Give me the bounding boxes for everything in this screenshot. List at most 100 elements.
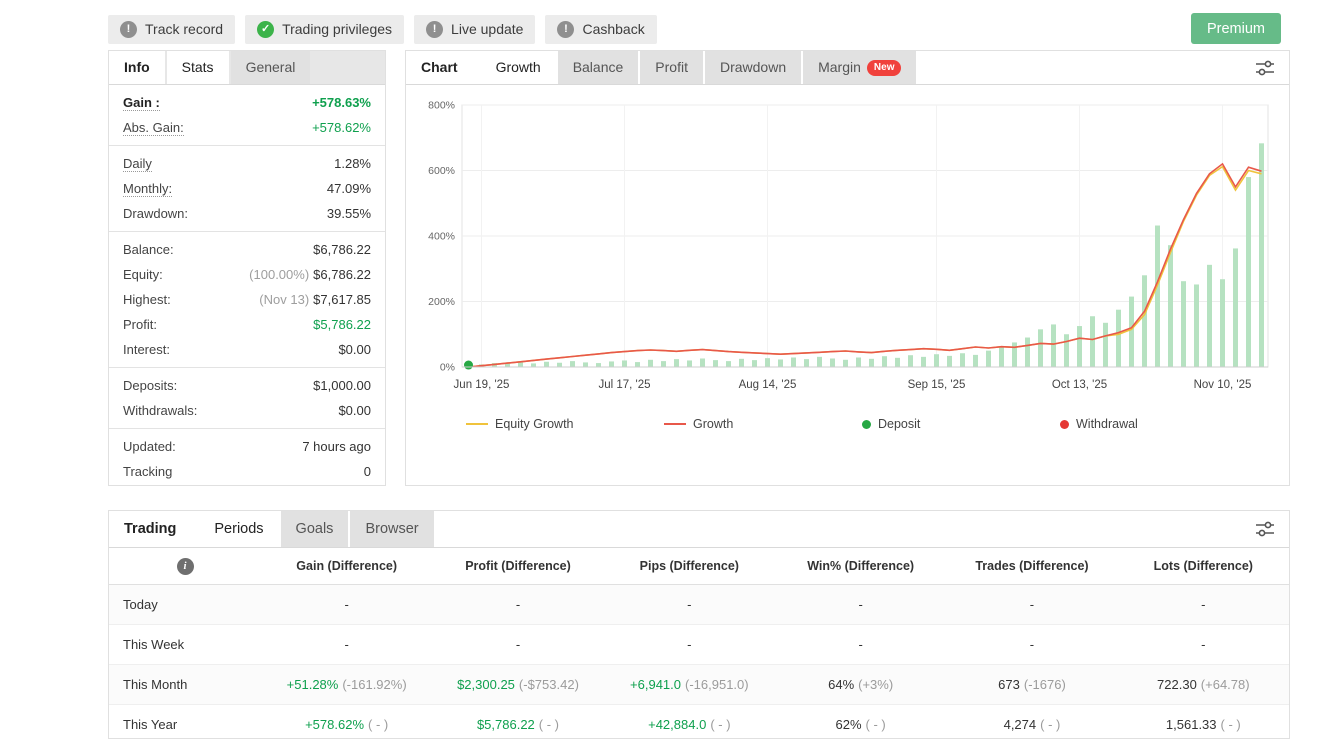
stat-value: $0.00	[338, 403, 371, 418]
cell-value: -	[858, 637, 863, 652]
stat-row-updated: Updated: 7 hours ago	[109, 434, 385, 459]
stat-row-profit: Profit: $5,786.22	[109, 312, 385, 337]
stat-value: 7 hours ago	[302, 439, 371, 454]
tab-goals[interactable]: Goals	[280, 511, 349, 547]
legend-label: Growth	[693, 417, 734, 431]
tab-stats[interactable]: Stats	[166, 51, 229, 84]
tab-balance[interactable]: Balance	[557, 51, 639, 84]
premium-button[interactable]: Premium	[1190, 13, 1281, 44]
table-cell: 64% (+3%)	[774, 664, 947, 705]
cell-value: 1,561.33	[1165, 717, 1217, 732]
tab-margin[interactable]: Margin New	[803, 51, 917, 84]
stat-label: Updated:	[123, 439, 176, 454]
stat-row-tracking: Tracking 0	[109, 459, 385, 484]
table-cell: -	[261, 624, 433, 665]
stat-value: 39.55%	[326, 206, 371, 221]
table-cell: 673 (-1676)	[946, 664, 1118, 705]
stat-row-highest: Highest: (Nov 13) $7,617.85	[109, 287, 385, 312]
cell-value: -	[1029, 637, 1035, 652]
periods-table: i Gain (Difference) Profit (Difference) Pip…	[109, 548, 1289, 744]
tab-label: Drawdown	[719, 59, 787, 75]
tab-drawdown[interactable]: Drawdown	[704, 51, 802, 84]
stat-value: 0	[363, 464, 371, 479]
legend-dot-sample	[1060, 419, 1069, 429]
tab-periods[interactable]: Periods	[199, 511, 279, 547]
table-cell: -	[432, 624, 604, 665]
legend-dot-sample	[862, 419, 871, 429]
stat-label: Interest:	[123, 342, 170, 357]
periods-settings-icon[interactable]	[1255, 521, 1275, 538]
table-cell: 1,561.33( - )	[1117, 704, 1289, 744]
legend-line-sample	[664, 423, 686, 425]
column-header-profit-difference: Profit (Difference)	[432, 548, 604, 585]
cell-difference: ( - )	[710, 717, 731, 732]
cell-difference: ( - )	[368, 717, 389, 732]
tab-growth[interactable]: Growth	[480, 51, 556, 84]
cell-value: $5,786.22	[476, 717, 535, 732]
stat-label: Withdrawals:	[123, 403, 198, 418]
cell-value: +51.28%	[286, 677, 339, 692]
exclamation-icon: !	[557, 20, 575, 38]
tab-label: Browser	[365, 521, 419, 537]
table-cell: -	[946, 585, 1117, 625]
stat-row-abs-gain: Abs. Gain: +578.62%	[109, 115, 385, 140]
stat-group: Daily 1.28% Monthly: 47.09% Drawdown: 39.55%	[109, 145, 385, 231]
table-cell: -	[1118, 585, 1289, 625]
periods-panel: Trading Periods Goals Browser i Gain (Differ…	[108, 510, 1290, 744]
column-header-info: i	[109, 548, 261, 585]
badge-cashback[interactable]: ! Cashback	[545, 14, 657, 44]
cell-value: -	[687, 597, 692, 612]
column-header-lots-difference: Lots (Difference)	[1117, 548, 1289, 585]
badge-trading-privileges[interactable]: ✓ Trading privileges	[245, 14, 405, 44]
info-icon[interactable]: i	[176, 557, 194, 575]
table-cell: 4,274( - )	[946, 704, 1118, 744]
legend-item-growth: Growth	[664, 417, 862, 431]
chart-panel-tabs: Chart Growth Balance Profit Drawdown Margin Ne…	[406, 51, 1289, 85]
badge-track-record[interactable]: ! Track record	[108, 14, 236, 44]
cell-value: 62%	[835, 717, 862, 732]
table-header-row: i Gain (Difference) Profit (Difference) Pip…	[109, 548, 1289, 585]
chart-legend: Equity Growth Growth Deposit Withdrawal	[466, 417, 1289, 431]
table-cell: -	[604, 585, 775, 625]
tab-general[interactable]: General	[230, 51, 311, 84]
cell-value: -	[687, 637, 692, 652]
table-cell: $5,786.22( - )	[432, 704, 604, 744]
stat-value-note: (Nov 13)	[259, 292, 310, 307]
tab-info[interactable]: Info	[109, 51, 165, 84]
legend-item-deposit: Deposit	[862, 417, 1060, 431]
stat-label: Tracking	[123, 464, 173, 479]
tab-browser[interactable]: Browser	[350, 511, 434, 547]
tab-chart[interactable]: Chart	[406, 51, 473, 84]
legend-label: Deposit	[878, 417, 921, 431]
cell-value: +578.62%	[305, 717, 365, 732]
tab-profit[interactable]: Profit	[640, 51, 703, 84]
chart-settings-icon[interactable]	[1255, 59, 1275, 76]
cell-difference: ( - )	[1040, 717, 1061, 732]
stat-label[interactable]: Daily	[123, 155, 152, 172]
info-panel: Info Stats General Gain : +578.63% Abs. Gain…	[108, 50, 386, 486]
growth-chart: 0% 200% 400% 600% 800% Jun 19, '25 Jul 17, '25…	[428, 100, 1269, 391]
tab-trading[interactable]: Trading	[109, 511, 191, 547]
badge-live-update[interactable]: ! Live update	[414, 14, 536, 44]
cell-value: -	[1201, 597, 1206, 612]
stat-group: Deposits: $1,000.00 Withdrawals: $0.00	[109, 367, 385, 428]
table-cell: +51.28% (-161.92%)	[261, 664, 433, 705]
tab-label: Profit	[655, 59, 688, 75]
table-row-this-year: This Year +578.62%( - ) $5,786.22( - ) +42,…	[109, 704, 1289, 744]
stat-value: $6,786.22	[313, 242, 371, 257]
stat-label[interactable]: Monthly:	[123, 180, 173, 197]
legend-item-equity-growth: Equity Growth	[466, 417, 664, 431]
stat-row-balance: Balance: $6,786.22	[109, 237, 385, 262]
stat-row-equity: Equity: (100.00%) $6,786.22	[109, 262, 385, 287]
cell-value: -	[1029, 597, 1035, 612]
stat-value: 47.09%	[326, 181, 371, 196]
stat-group: Balance: $6,786.22 Equity: (100.00%) $6,786.…	[109, 231, 385, 367]
stat-value: $0.00	[338, 342, 371, 357]
stat-row-interest: Interest: $0.00	[109, 337, 385, 362]
stat-label[interactable]: Abs. Gain:	[123, 119, 184, 136]
cell-value: -	[344, 597, 349, 612]
legend-label: Equity Growth	[495, 417, 574, 431]
row-label: This Year	[109, 704, 261, 744]
stat-label[interactable]: Gain :	[123, 94, 160, 111]
legend-item-withdrawal: Withdrawal	[1060, 417, 1258, 431]
